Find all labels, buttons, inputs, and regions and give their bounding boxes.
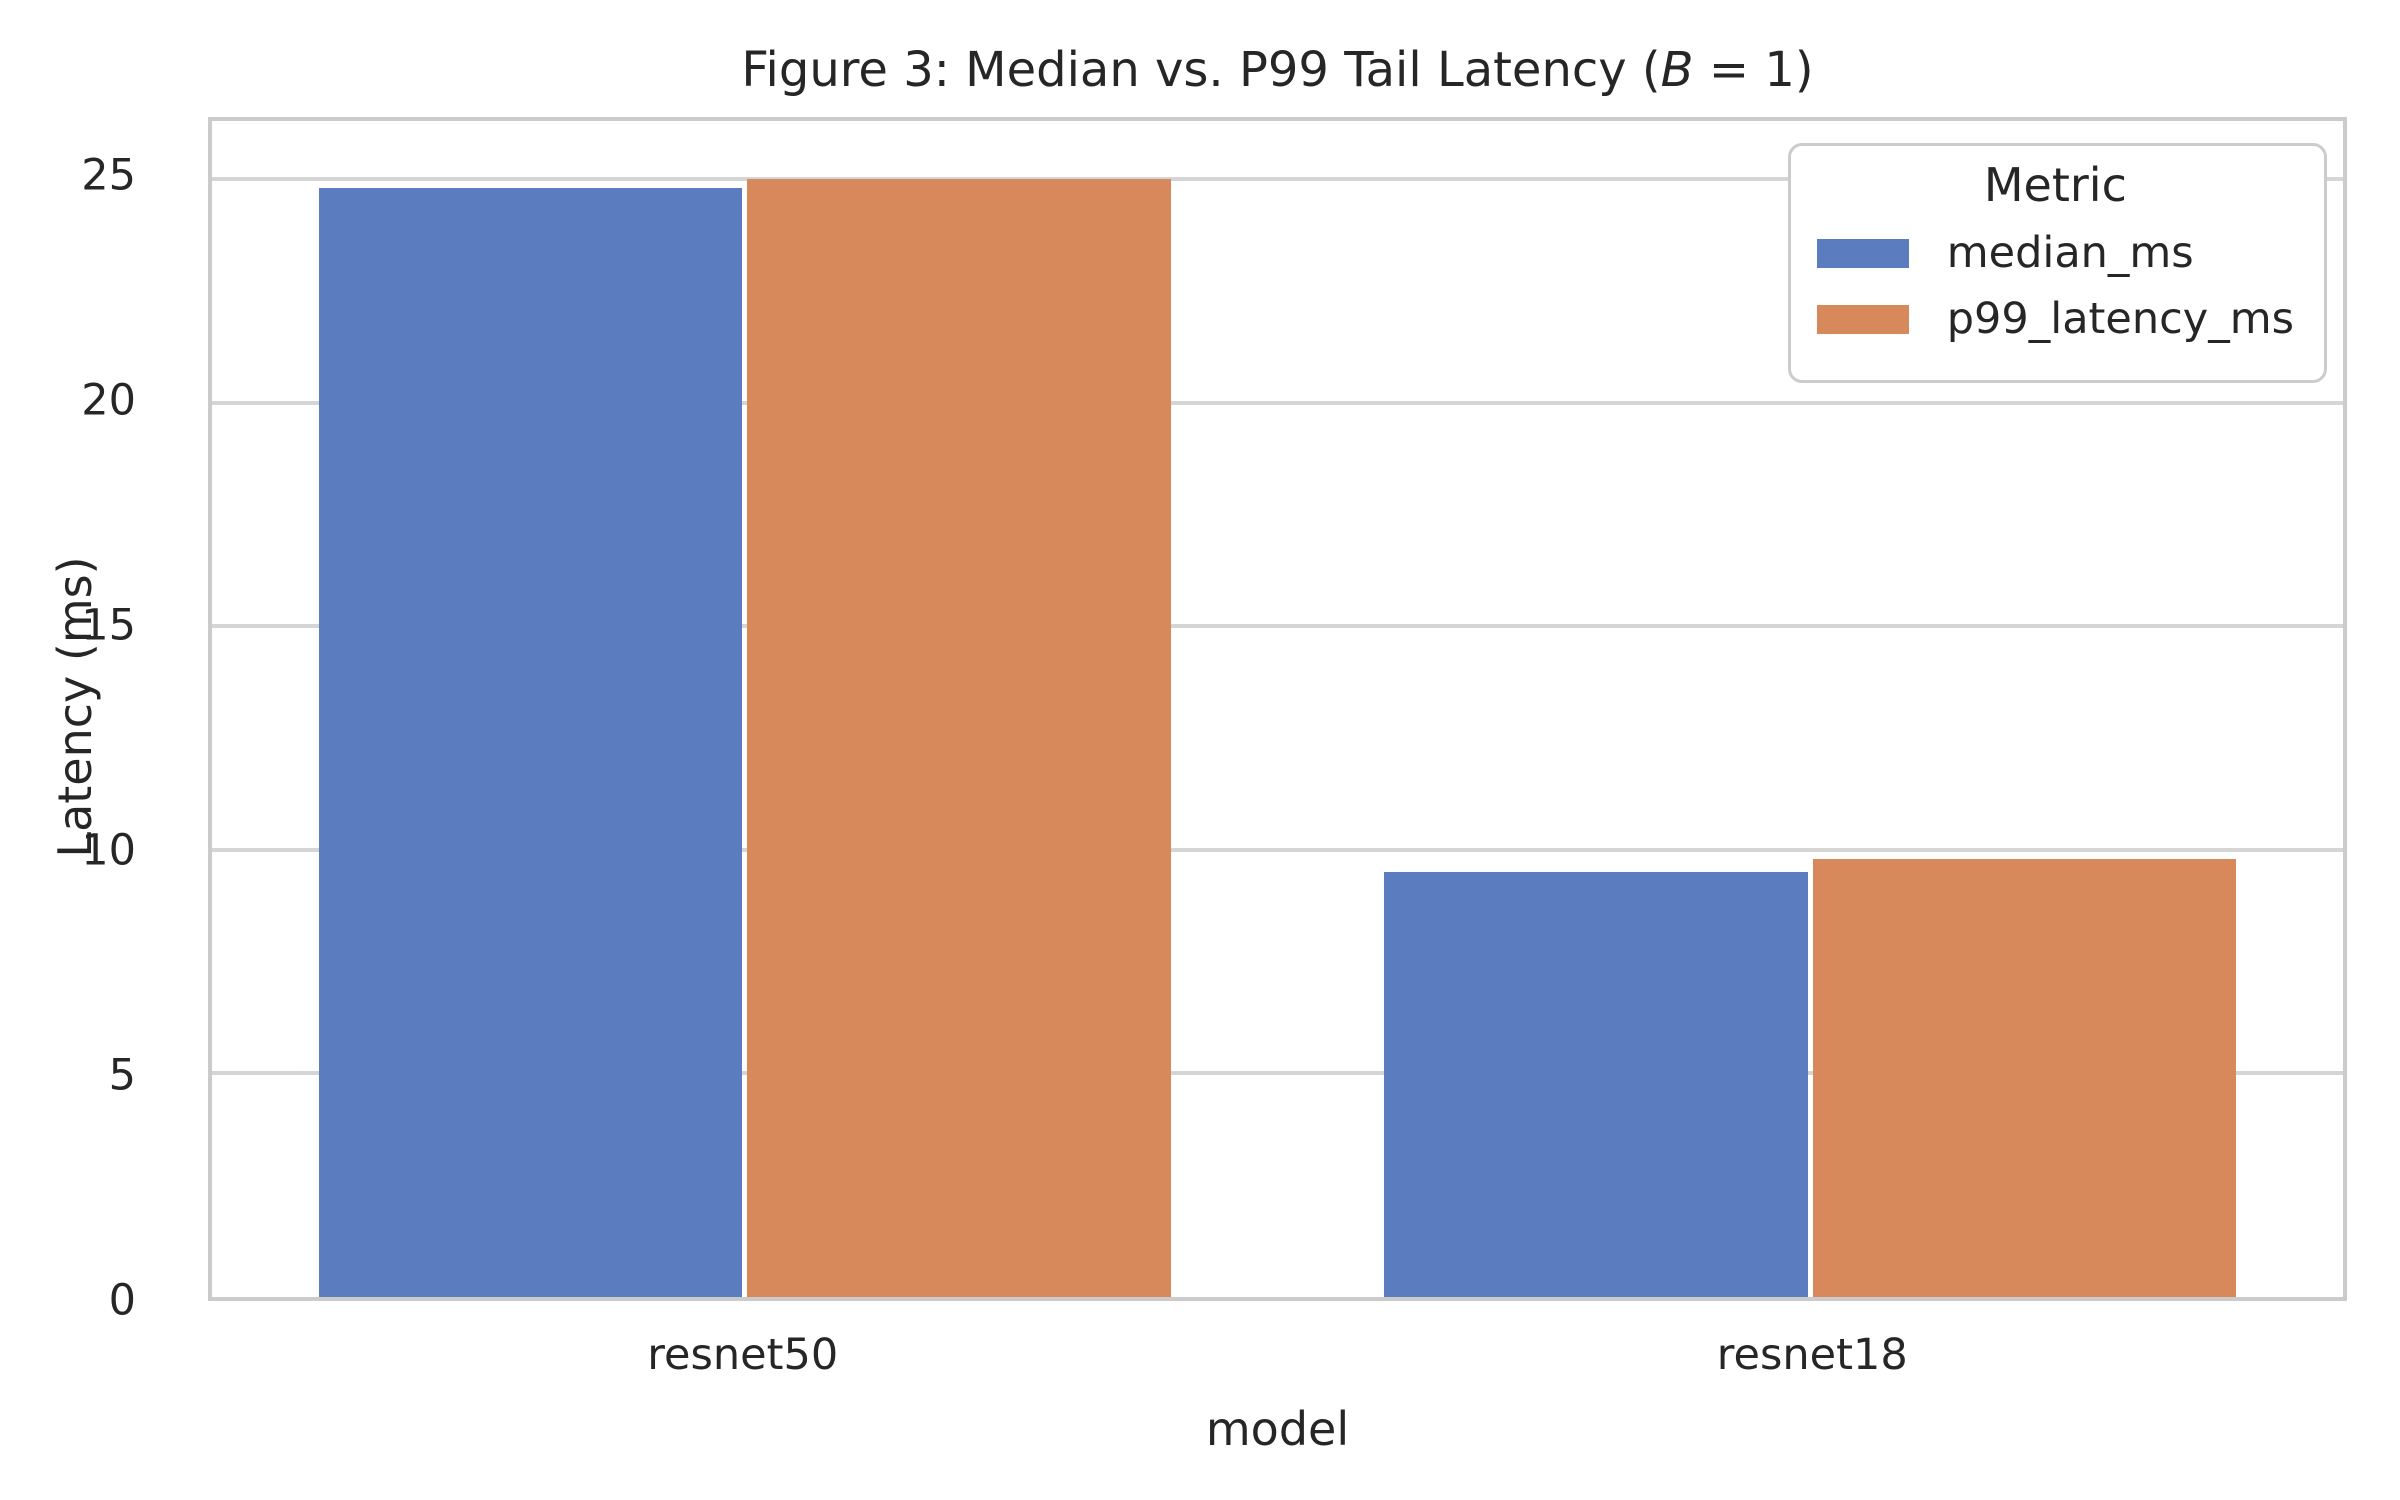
legend-swatch-median_ms xyxy=(1816,238,1909,268)
y-tick-label-10: 10 xyxy=(81,825,136,876)
x-axis-label: model xyxy=(1205,1402,1350,1456)
y-tick-label-0: 0 xyxy=(108,1275,136,1326)
legend-entry-median_ms: median_ms xyxy=(1816,228,2294,278)
bar-resnet50-p99_latency_ms xyxy=(747,179,1171,1297)
bar-resnet50-median_ms xyxy=(318,188,743,1297)
y-tick-label-15: 15 xyxy=(81,600,136,651)
gridline-y-10 xyxy=(212,847,2343,852)
y-tick-label-20: 20 xyxy=(81,375,136,426)
chart-title-suffix: = 1) xyxy=(1693,42,1814,98)
chart-title: Figure 3: Median vs. P99 Tail Latency (B… xyxy=(208,42,2347,98)
chart-title-variable: B xyxy=(1660,42,1694,98)
y-tick-label-5: 5 xyxy=(108,1050,136,1101)
y-tick-label-25: 25 xyxy=(81,150,136,201)
legend: Metric median_ms p99_latency_ms xyxy=(1787,143,2327,383)
gridline-y-5 xyxy=(212,1071,2343,1076)
legend-entries: median_ms p99_latency_ms xyxy=(1816,228,2294,344)
gridline-y-20 xyxy=(212,400,2343,405)
x-tick-label-resnet18: resnet18 xyxy=(1716,1330,1908,1380)
legend-label-median_ms: median_ms xyxy=(1946,228,2194,278)
y-axis-tick-labels: 0 5 10 15 20 25 xyxy=(0,117,172,1322)
gridline-y-25 xyxy=(212,177,2343,182)
x-tick-label-resnet50: resnet50 xyxy=(647,1330,839,1380)
x-axis-tick-labels: resnet50 resnet18 xyxy=(208,1330,2347,1390)
legend-swatch-p99_latency_ms xyxy=(1816,304,1909,334)
bar-resnet18-p99_latency_ms xyxy=(1812,858,2237,1297)
bar-resnet18-median_ms xyxy=(1384,872,1808,1297)
chart-title-prefix: Figure 3: Median vs. P99 Tail Latency ( xyxy=(741,42,1661,98)
legend-title: Metric xyxy=(1983,158,2127,212)
gridline-y-15 xyxy=(212,624,2343,629)
legend-entry-p99_latency_ms: p99_latency_ms xyxy=(1816,294,2294,344)
bar-group-resnet50 xyxy=(318,121,1171,1297)
bar-group-resnet18 xyxy=(1384,121,2237,1297)
legend-label-p99_latency_ms: p99_latency_ms xyxy=(1946,294,2294,344)
